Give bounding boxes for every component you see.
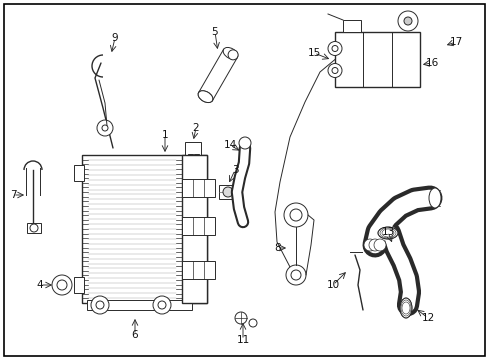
Text: 1: 1 <box>162 130 168 140</box>
Circle shape <box>248 319 257 327</box>
Circle shape <box>96 301 104 309</box>
Circle shape <box>327 63 341 77</box>
Bar <box>182 155 206 303</box>
Text: 3: 3 <box>231 165 238 175</box>
Text: 6: 6 <box>131 330 138 340</box>
Ellipse shape <box>377 227 397 239</box>
Text: 9: 9 <box>111 33 118 43</box>
Bar <box>82 155 206 303</box>
Circle shape <box>223 187 232 197</box>
Bar <box>182 217 215 235</box>
Circle shape <box>91 296 109 314</box>
Bar <box>184 142 201 156</box>
Circle shape <box>368 239 380 251</box>
Text: 10: 10 <box>326 280 339 290</box>
Ellipse shape <box>198 91 212 103</box>
Text: 2: 2 <box>192 123 199 133</box>
Bar <box>87 300 192 310</box>
Ellipse shape <box>399 298 411 318</box>
Circle shape <box>52 275 72 295</box>
Bar <box>182 261 215 279</box>
Circle shape <box>363 239 375 251</box>
Text: 17: 17 <box>448 37 462 47</box>
Circle shape <box>403 17 411 25</box>
Circle shape <box>284 203 307 227</box>
Circle shape <box>57 280 67 290</box>
Text: 13: 13 <box>381 227 394 237</box>
Bar <box>74 165 84 181</box>
Text: 4: 4 <box>37 280 43 290</box>
Circle shape <box>239 137 250 149</box>
Bar <box>182 179 215 197</box>
Circle shape <box>102 125 108 131</box>
Bar <box>187 154 193 162</box>
Bar <box>334 32 419 87</box>
Text: 7: 7 <box>10 190 16 200</box>
Circle shape <box>235 312 246 324</box>
Text: 14: 14 <box>223 140 236 150</box>
Bar <box>74 277 84 293</box>
Circle shape <box>397 11 417 31</box>
Text: 8: 8 <box>274 243 281 253</box>
Ellipse shape <box>428 188 440 208</box>
Circle shape <box>290 270 301 280</box>
Circle shape <box>373 239 385 251</box>
Circle shape <box>158 301 165 309</box>
Bar <box>27 223 41 233</box>
Circle shape <box>285 265 305 285</box>
Circle shape <box>97 120 113 136</box>
Circle shape <box>153 296 171 314</box>
Text: 15: 15 <box>307 48 320 58</box>
Text: 16: 16 <box>425 58 438 68</box>
Bar <box>194 154 199 162</box>
Circle shape <box>327 41 341 55</box>
Text: 12: 12 <box>421 313 434 323</box>
Bar <box>342 20 360 32</box>
Circle shape <box>331 45 337 51</box>
Bar <box>219 185 237 199</box>
Circle shape <box>331 68 337 73</box>
Ellipse shape <box>198 91 212 103</box>
Circle shape <box>30 224 38 232</box>
Text: 5: 5 <box>211 27 218 37</box>
Ellipse shape <box>223 48 237 59</box>
Circle shape <box>227 50 238 60</box>
Text: 11: 11 <box>236 335 249 345</box>
Circle shape <box>289 209 302 221</box>
